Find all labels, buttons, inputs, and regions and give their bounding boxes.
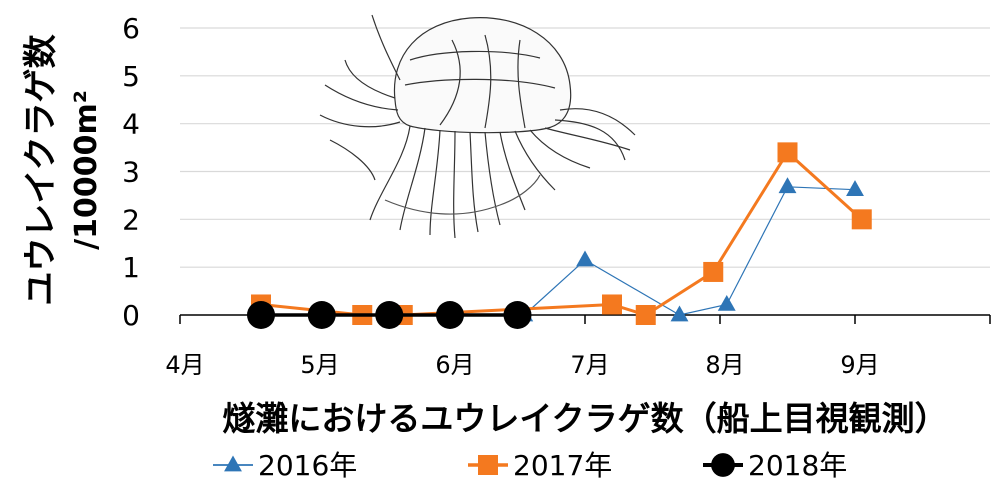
y-tick-label: 1 [122,251,140,284]
y-tick-label: 4 [122,108,140,141]
data-point-triangle [717,294,736,311]
x-tick-label: 8月 [705,351,744,379]
jellyfish-illustration [319,14,636,239]
y-tick-label: 0 [122,299,140,332]
data-point-circle [247,301,275,329]
y-axis-title-line2: /10000m² [69,90,104,250]
data-point-circle [375,301,404,329]
data-point-square [703,261,724,282]
legend-entry-3: 2018年 [703,449,847,482]
data-point-circle [436,301,464,329]
data-point-square [777,142,798,163]
legend-label: 2018年 [748,449,847,482]
series-2 [251,142,872,325]
x-tick-label: 5月 [300,351,339,379]
y-tick-labels: 0 1 2 3 4 5 6 [122,12,140,332]
y-axis-label-line1: ユウレイクラゲ数 [21,34,61,305]
y-axis-title: ユウレイクラゲ数 [21,34,61,305]
series-layer [247,142,872,329]
data-point-triangle [576,250,594,267]
legend-label: 2017年 [513,449,612,482]
legend: 2016年 2017年 2018年 [213,449,847,482]
series-line [260,150,863,317]
data-point-triangle [224,455,242,472]
data-point-triangle [846,180,864,197]
data-point-square [635,305,656,325]
y-axis-label-line2: /10000m² [69,90,104,250]
data-point-triangle [670,305,689,322]
data-point-triangle [778,177,797,194]
data-point-square [851,209,872,230]
data-point-square [478,455,498,475]
legend-entry-2: 2017年 [468,449,612,482]
y-tick-label: 3 [122,156,140,189]
legend-entry-1: 2016年 [213,449,357,482]
x-axis-caption: 燧灘におけるユウレイクラゲ数（船上目視観測） [222,399,947,438]
y-tick-label: 5 [122,60,140,93]
x-tick-labels: 4月 5月 6月 7月 8月 9月 [165,351,879,379]
x-tick-label: 7月 [570,351,609,379]
y-tick-label: 2 [122,203,140,236]
gridlines [180,27,990,268]
series-line [523,186,856,316]
series-1 [515,177,864,322]
data-point-square [602,294,622,315]
series-3 [247,301,532,329]
x-tick-label: 4月 [165,351,204,379]
data-point-circle [503,301,532,329]
data-point-circle [711,453,735,477]
legend-label: 2016年 [258,449,357,482]
x-tick-label: 9月 [840,351,879,379]
y-tick-label: 6 [122,12,140,45]
data-point-circle [307,301,336,329]
x-tick-label: 6月 [435,351,474,379]
